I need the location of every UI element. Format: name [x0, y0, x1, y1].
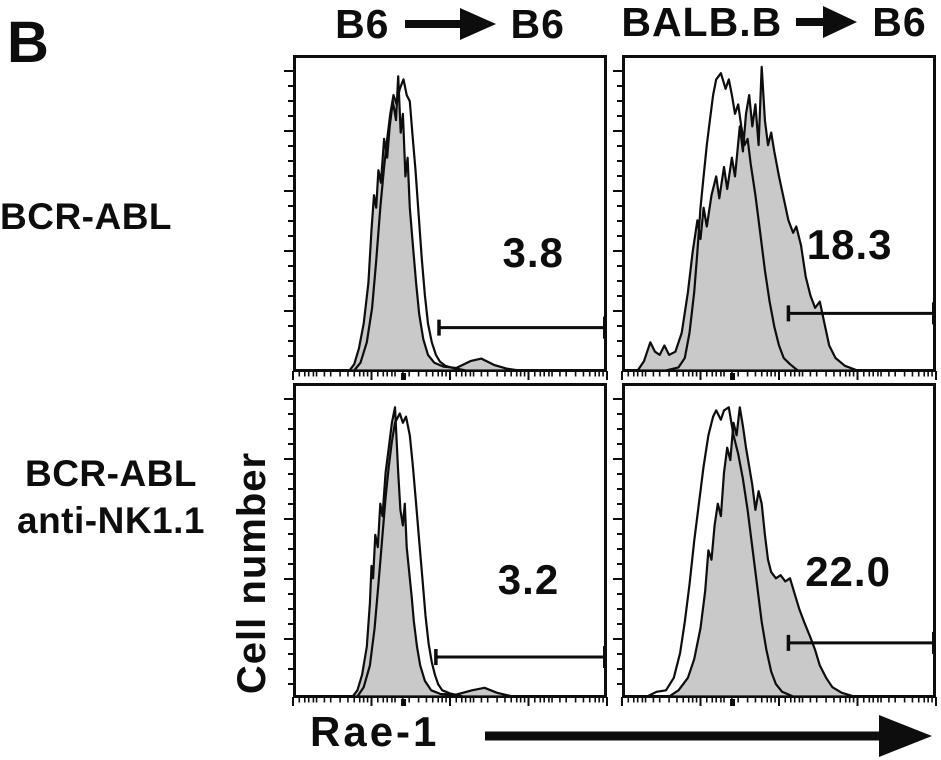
histogram-plot: [613, 383, 937, 706]
y-axis-label: Cell number: [230, 451, 274, 695]
histogram-plot: [284, 383, 608, 706]
arrow-right-icon: [404, 8, 496, 40]
column-header-balbb-to-b6: BALB.B B6: [617, 0, 931, 44]
header-target-label: B6: [872, 0, 927, 45]
row-label-line: anti-NK1.1: [17, 500, 205, 542]
gate-percentage: 22.0: [805, 548, 891, 595]
gate-percentage: 18.3: [806, 221, 893, 269]
row-label-line: BCR-ABL: [24, 453, 198, 494]
column-header-b6-to-b6: B6 B6: [293, 2, 607, 46]
gate-percentage: 3.8: [502, 229, 564, 277]
header-source-label: B6: [335, 0, 390, 47]
histogram-panel-bottom-left: 3.2: [284, 383, 608, 706]
x-axis-arrow-icon: [485, 715, 932, 757]
histogram-plot: [613, 55, 937, 380]
row-label-bcr-abl: BCR-ABL: [0, 193, 232, 240]
row-label-line: BCR-ABL: [0, 196, 173, 237]
histogram-plot: [284, 55, 608, 380]
arrow-right-icon: [796, 6, 858, 38]
gate-percentage: 3.2: [497, 555, 560, 603]
header-source-label: BALB.B: [621, 0, 783, 45]
header-target-label: B6: [510, 0, 565, 47]
histogram-panel-top-right: 18.3: [613, 55, 937, 380]
figure-panel-letter: B: [7, 10, 49, 75]
row-label-bcr-abl-anti-nk11: BCR-ABL anti-NK1.1: [2, 450, 220, 545]
histogram-panel-bottom-right: 22.0: [613, 383, 937, 706]
x-axis-label: Rae-1: [310, 708, 440, 755]
histogram-panel-top-left: 3.8: [284, 55, 608, 380]
